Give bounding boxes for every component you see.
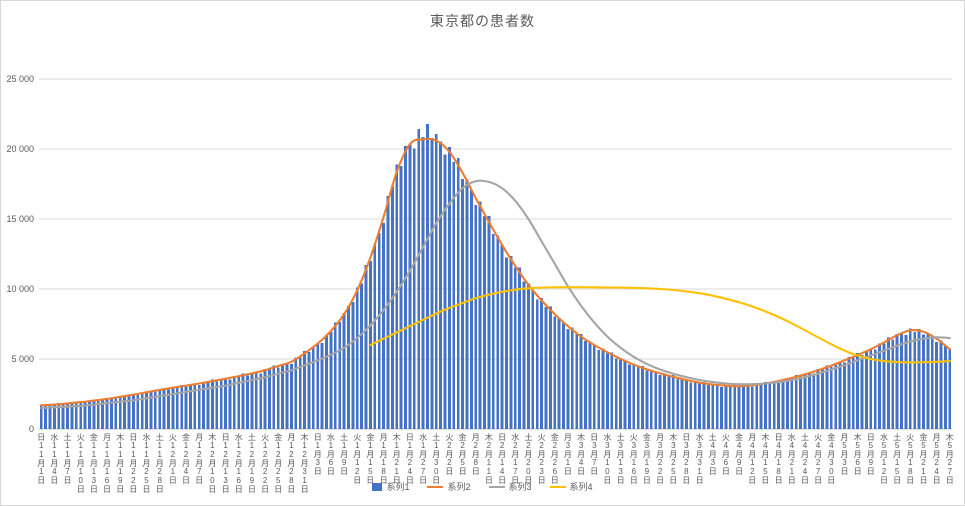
gridlines [39, 78, 952, 360]
legend-label: 系列4 [569, 482, 593, 492]
line-series-系列3[interactable] [40, 179, 951, 410]
legend-label: 系列1 [386, 482, 410, 492]
line-series-系列2[interactable] [40, 137, 951, 407]
line-series-系列4[interactable] [369, 286, 951, 364]
legend: 系列1 系列2 系列3 系列4 [1, 480, 964, 493]
legend-item-系列2[interactable]: 系列2 [427, 480, 471, 493]
bar-series-系列1[interactable] [39, 124, 952, 430]
line-series-marker-icon [488, 485, 505, 488]
legend-label: 系列3 [508, 482, 532, 492]
legend-item-系列4[interactable]: 系列4 [549, 480, 593, 493]
legend-item-系列1[interactable]: 系列1 [372, 480, 409, 493]
legend-label: 系列2 [447, 482, 471, 492]
chart-title[interactable]: 東京都の患者数 [430, 13, 535, 29]
bar-series-marker-icon [372, 482, 383, 491]
line-series-marker-icon [549, 485, 566, 488]
line-series-marker-icon [427, 485, 444, 488]
legend-item-系列3[interactable]: 系列3 [488, 480, 532, 493]
